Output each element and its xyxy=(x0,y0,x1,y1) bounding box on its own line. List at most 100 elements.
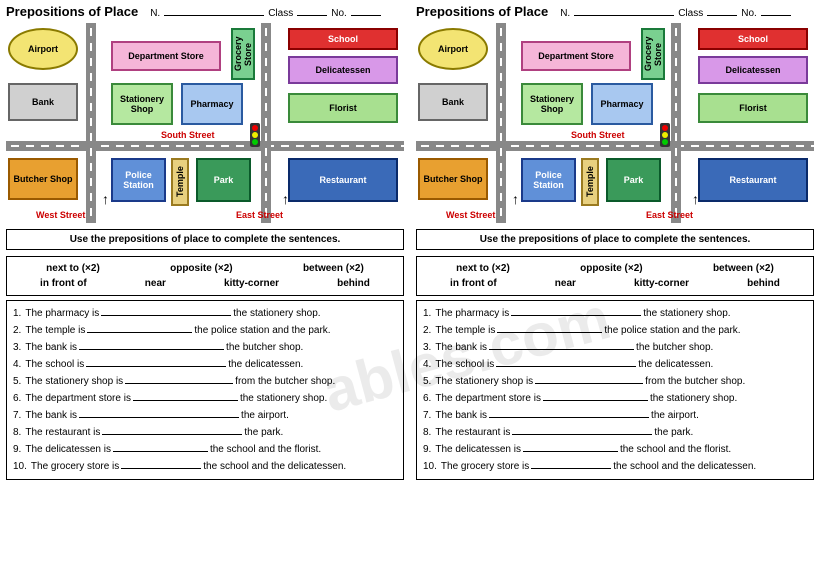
answer-blank[interactable] xyxy=(523,451,618,452)
answer-blank[interactable] xyxy=(543,400,648,401)
q-text: the butcher shop. xyxy=(636,342,713,353)
q-text: the school and the delicatessen. xyxy=(613,461,756,472)
q-text: The bank is xyxy=(435,410,487,421)
building-school: School xyxy=(698,28,808,50)
field-label: Class xyxy=(268,8,293,19)
q-num: 9. xyxy=(423,444,431,455)
field-blank[interactable] xyxy=(164,15,264,16)
traffic-light-icon xyxy=(250,123,260,147)
answer-blank[interactable] xyxy=(531,468,611,469)
q-text: the police station and the park. xyxy=(194,325,330,336)
q-text: the airport. xyxy=(651,410,699,421)
building-grocery-store: Grocery Store xyxy=(641,28,665,80)
q-num: 8. xyxy=(13,427,21,438)
road xyxy=(6,141,404,151)
page-title: Prepositions of Place xyxy=(6,4,138,19)
q-text: The department store is xyxy=(435,393,541,404)
q-num: 9. xyxy=(13,444,21,455)
answer-blank[interactable] xyxy=(79,417,239,418)
answer-blank[interactable] xyxy=(125,383,233,384)
q-num: 7. xyxy=(423,410,431,421)
q-text: the school and the delicatessen. xyxy=(203,461,346,472)
answer-blank[interactable] xyxy=(113,451,208,452)
q-text: the park. xyxy=(654,427,693,438)
question: 10.The grocery store is the school and t… xyxy=(423,458,807,475)
question: 6. The department store is the stationery… xyxy=(13,390,397,407)
building-park: Park xyxy=(606,158,661,202)
q-text: The restaurant is xyxy=(25,427,100,438)
question: 5.The stationery shop is from the butche… xyxy=(423,373,807,390)
building-park: Park xyxy=(196,158,251,202)
road xyxy=(671,23,681,223)
field-blank[interactable] xyxy=(574,15,674,16)
street-label: West Street xyxy=(446,210,495,220)
header: Prepositions of PlaceN.ClassNo. xyxy=(410,0,820,23)
traffic-light-icon xyxy=(660,123,670,147)
instruction: Use the prepositions of place to complet… xyxy=(416,229,814,250)
q-num: 4. xyxy=(13,359,21,370)
building-temple: Temple xyxy=(581,158,599,206)
preposition: between (×2) xyxy=(713,263,774,274)
street-label: East Street xyxy=(646,210,693,220)
preposition: in front of xyxy=(40,278,87,289)
answer-blank[interactable] xyxy=(496,366,636,367)
field-blank[interactable] xyxy=(761,15,791,16)
building-bank: Bank xyxy=(418,83,488,121)
field-blank[interactable] xyxy=(707,15,737,16)
preposition: behind xyxy=(747,278,780,289)
answer-blank[interactable] xyxy=(489,349,634,350)
q-text: from the butcher shop. xyxy=(235,376,335,387)
building-grocery-store: Grocery Store xyxy=(231,28,255,80)
answer-blank[interactable] xyxy=(512,434,652,435)
q-num: 4. xyxy=(423,359,431,370)
question: 3.The bank is the butcher shop. xyxy=(13,339,397,356)
q-text: The stationery shop is xyxy=(25,376,123,387)
answer-blank[interactable] xyxy=(535,383,643,384)
q-num: 3. xyxy=(423,342,431,353)
field-blank[interactable] xyxy=(297,15,327,16)
field-label: No. xyxy=(331,8,347,19)
header: Prepositions of PlaceN.ClassNo. xyxy=(0,0,410,23)
answer-blank[interactable] xyxy=(133,400,238,401)
building-police-station: Police Station xyxy=(521,158,576,202)
q-text: the stationery shop. xyxy=(650,393,737,404)
answer-blank[interactable] xyxy=(497,332,602,333)
map: AirportBankButcher ShopDepartment StoreS… xyxy=(416,23,814,223)
answer-blank[interactable] xyxy=(121,468,201,469)
building-delicatessen: Delicatessen xyxy=(698,56,808,84)
answer-blank[interactable] xyxy=(102,434,242,435)
question: 7. The bank is the airport. xyxy=(423,407,807,424)
q-text: The temple is xyxy=(435,325,495,336)
building-stationery-shop: Stationery Shop xyxy=(111,83,173,125)
q-text: The department store is xyxy=(25,393,131,404)
building-florist: Florist xyxy=(288,93,398,123)
building-bank: Bank xyxy=(8,83,78,121)
q-num: 10. xyxy=(13,461,27,472)
preposition: kitty-corner xyxy=(634,278,689,289)
building-restaurant: Restaurant xyxy=(288,158,398,202)
answer-blank[interactable] xyxy=(79,349,224,350)
answer-blank[interactable] xyxy=(101,315,231,316)
field-label: No. xyxy=(741,8,757,19)
q-text: the airport. xyxy=(241,410,289,421)
q-text: the stationery shop. xyxy=(240,393,327,404)
q-text: The restaurant is xyxy=(435,427,510,438)
q-num: 6. xyxy=(13,393,21,404)
q-text: the police station and the park. xyxy=(604,325,740,336)
preposition: behind xyxy=(337,278,370,289)
answer-blank[interactable] xyxy=(86,366,226,367)
answer-blank[interactable] xyxy=(511,315,641,316)
arrow-icon: ↑ xyxy=(282,191,289,207)
q-text: The grocery store is xyxy=(31,461,119,472)
field-label: N. xyxy=(560,8,570,19)
q-text: the delicatessen. xyxy=(638,359,713,370)
answer-blank[interactable] xyxy=(489,417,649,418)
q-num: 8. xyxy=(423,427,431,438)
preposition: in front of xyxy=(450,278,497,289)
map: AirportBankButcher ShopDepartment StoreS… xyxy=(6,23,404,223)
field-blank[interactable] xyxy=(351,15,381,16)
question: 4.The school is the delicatessen. xyxy=(423,356,807,373)
answer-blank[interactable] xyxy=(87,332,192,333)
building-delicatessen: Delicatessen xyxy=(288,56,398,84)
q-num: 2. xyxy=(423,325,431,336)
